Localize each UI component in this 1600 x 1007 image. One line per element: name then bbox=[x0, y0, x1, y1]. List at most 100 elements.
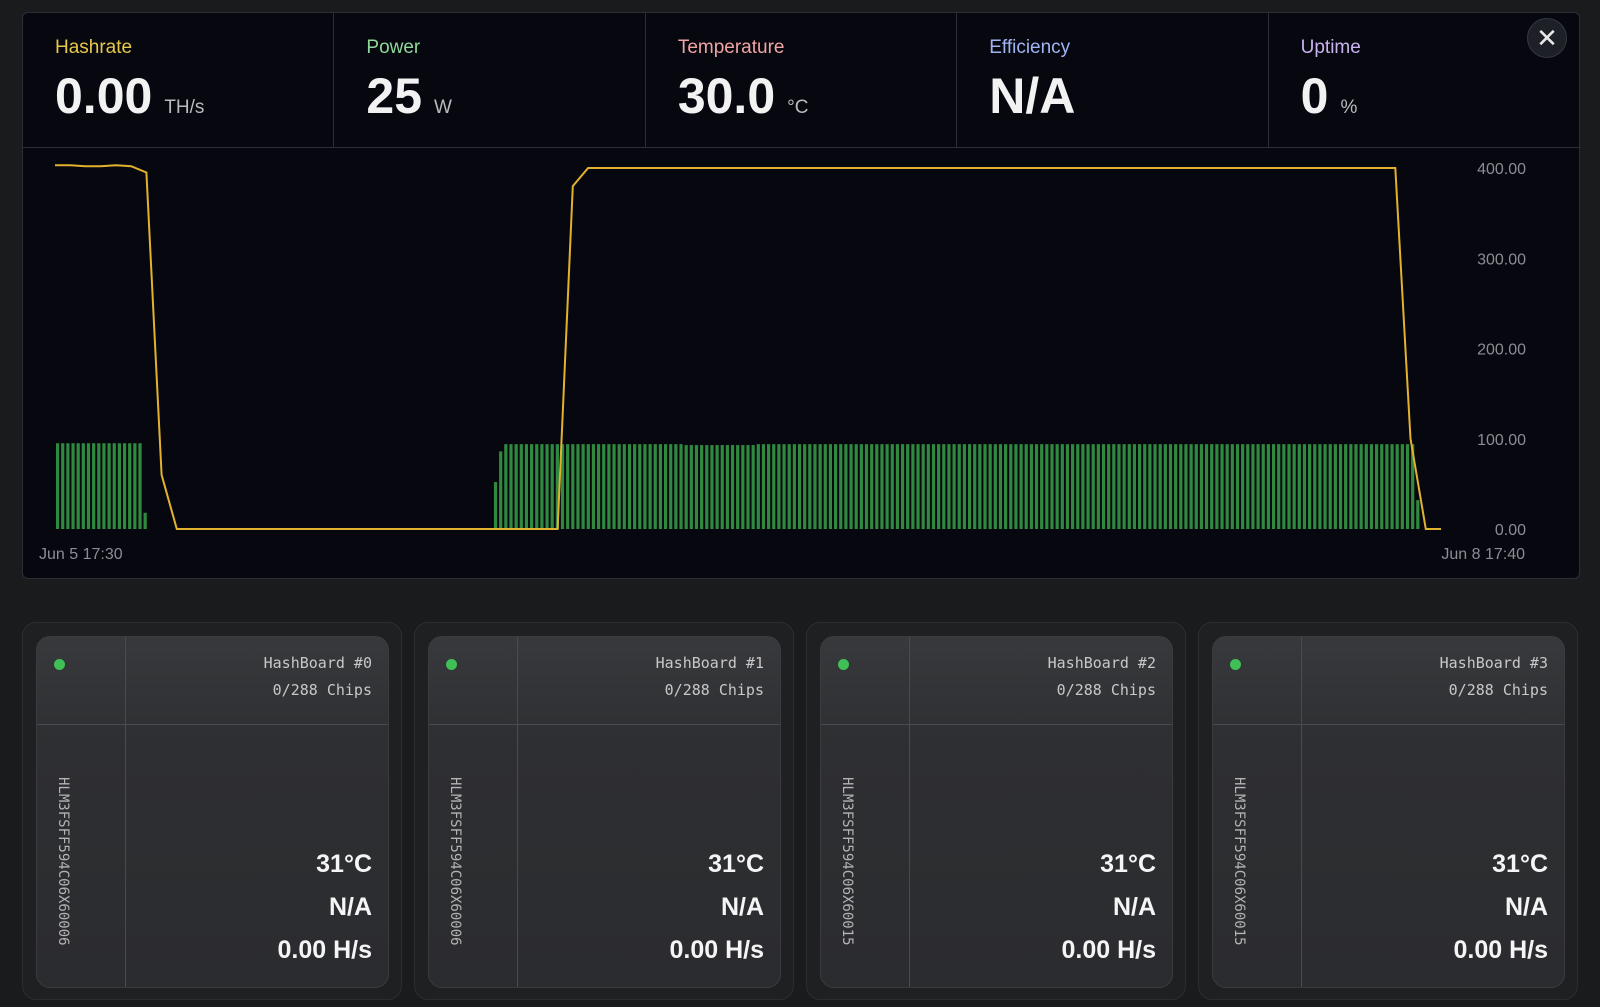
chart-bar bbox=[1096, 444, 1100, 529]
chart-bar bbox=[813, 444, 817, 529]
chart-bar bbox=[823, 444, 827, 529]
chart-bar bbox=[61, 443, 65, 529]
x-tick-label: Jun 8 17:40 bbox=[1441, 546, 1525, 563]
chart-bar bbox=[772, 444, 776, 529]
chart-bar bbox=[854, 444, 858, 529]
chart-bar bbox=[684, 445, 688, 529]
metric-value: 0 bbox=[1300, 68, 1329, 124]
hashboard-panel[interactable]: HashBoard #0 0/288 Chips HLM3FSFF594C06X… bbox=[36, 636, 389, 988]
chart-bar bbox=[1215, 444, 1219, 529]
chart-bar bbox=[1014, 444, 1018, 529]
chart-bar bbox=[107, 443, 111, 529]
chart-bar bbox=[540, 444, 544, 529]
chart-bar bbox=[1101, 444, 1106, 529]
chart-bar bbox=[1302, 444, 1307, 529]
hashboard-panel[interactable]: HashBoard #1 0/288 Chips HLM3FSFF594C06X… bbox=[428, 636, 781, 988]
chart-bar bbox=[1071, 444, 1075, 529]
chips-count: 0/288 Chips bbox=[1448, 681, 1548, 699]
chart-bar bbox=[1385, 444, 1389, 529]
chart-bar bbox=[710, 445, 714, 529]
chart-bar bbox=[514, 444, 518, 529]
chart-bar bbox=[1416, 500, 1420, 529]
hashboard-panel[interactable]: HashBoard #3 0/288 Chips HLM3FSFF594C06X… bbox=[1212, 636, 1565, 988]
hashboard-card-0: HashBoard #0 0/288 Chips HLM3FSFF594C06X… bbox=[22, 622, 402, 1000]
chart-bar bbox=[1107, 444, 1111, 529]
chart-bar bbox=[627, 444, 632, 529]
metric-temperature: Temperature 30.0 °C bbox=[646, 13, 958, 147]
y-tick-label: 200.00 bbox=[1477, 342, 1526, 359]
chart-bar bbox=[803, 444, 807, 529]
chart-bar bbox=[1287, 444, 1291, 529]
chart-bar bbox=[143, 512, 147, 529]
y-tick-label: 300.00 bbox=[1477, 251, 1526, 268]
chart-bar bbox=[679, 444, 683, 529]
chart-bar bbox=[1045, 444, 1049, 529]
chart-bar bbox=[957, 444, 961, 529]
chart-bar bbox=[1168, 444, 1173, 529]
hashboard-panel[interactable]: HashBoard #2 0/288 Chips HLM3FSFF594C06X… bbox=[820, 636, 1173, 988]
chart-bar bbox=[1210, 444, 1214, 529]
close-button[interactable]: ✕ bbox=[1527, 18, 1567, 58]
chart-bar bbox=[890, 444, 894, 529]
chart-bar bbox=[1019, 444, 1023, 529]
chart-bar bbox=[1132, 444, 1137, 529]
chart-bar bbox=[1400, 444, 1404, 529]
chart-bar bbox=[97, 443, 101, 529]
chart-bar bbox=[828, 444, 833, 529]
chart-bar bbox=[1235, 444, 1240, 529]
chart-bar bbox=[1359, 444, 1363, 529]
chart-bar bbox=[71, 443, 75, 529]
chart-bar bbox=[1050, 444, 1054, 529]
metric-label: Power bbox=[366, 37, 421, 58]
chart-bar bbox=[612, 444, 616, 529]
chart-bar bbox=[1179, 444, 1183, 529]
chart-bar bbox=[998, 444, 1003, 529]
chart-bar bbox=[864, 444, 869, 529]
y-tick-label: 0.00 bbox=[1495, 522, 1526, 539]
chart-bar bbox=[900, 444, 905, 529]
chart-bar bbox=[689, 445, 693, 529]
board-efficiency: N/A bbox=[328, 893, 372, 921]
chart-bar bbox=[926, 444, 930, 529]
chart-bar bbox=[1199, 444, 1204, 529]
close-icon: ✕ bbox=[1536, 23, 1558, 53]
metric-label: Efficiency bbox=[989, 37, 1071, 58]
chart-bar bbox=[906, 444, 910, 529]
status-dot bbox=[446, 659, 457, 670]
chart-bar bbox=[730, 445, 735, 529]
metric-unit: °C bbox=[787, 97, 809, 118]
chart-bar bbox=[849, 444, 853, 529]
chart-bar bbox=[1153, 444, 1157, 529]
chart-bar bbox=[895, 444, 900, 529]
chart-bar bbox=[875, 444, 879, 529]
chart-bar bbox=[560, 444, 565, 529]
chart-bar bbox=[818, 444, 822, 529]
chart-bar bbox=[535, 444, 539, 529]
chart-bar bbox=[1344, 444, 1348, 529]
chart-bar bbox=[1318, 444, 1322, 529]
chart-bar bbox=[885, 444, 889, 529]
chart-bar bbox=[1127, 444, 1131, 529]
chart-bar bbox=[638, 444, 642, 529]
hashboard-name: HashBoard #3 bbox=[1439, 654, 1548, 672]
chart-bar bbox=[1230, 444, 1234, 529]
chart-bar bbox=[787, 444, 791, 529]
hashboard-name: HashBoard #0 bbox=[263, 654, 372, 672]
chart-bar bbox=[1277, 444, 1281, 529]
chart-bar bbox=[751, 445, 755, 529]
chart-bar bbox=[962, 444, 966, 529]
chart-bar bbox=[1091, 444, 1095, 529]
chart-bar bbox=[1004, 444, 1008, 529]
hashboard-name: HashBoard #1 bbox=[655, 654, 764, 672]
chart-bar bbox=[859, 444, 863, 529]
status-dot bbox=[838, 659, 849, 670]
chart-bar bbox=[746, 445, 750, 529]
metric-label: Uptime bbox=[1300, 37, 1361, 58]
board-efficiency: N/A bbox=[1504, 893, 1548, 921]
stats-panel: Hashrate 0.00 TH/s Power 25 W Temperatur… bbox=[22, 12, 1580, 579]
chart-bar bbox=[1333, 444, 1337, 529]
chart-bar bbox=[792, 444, 796, 529]
chart-bar bbox=[622, 444, 626, 529]
chart-bar bbox=[1174, 444, 1178, 529]
chart-bar bbox=[1271, 444, 1276, 529]
